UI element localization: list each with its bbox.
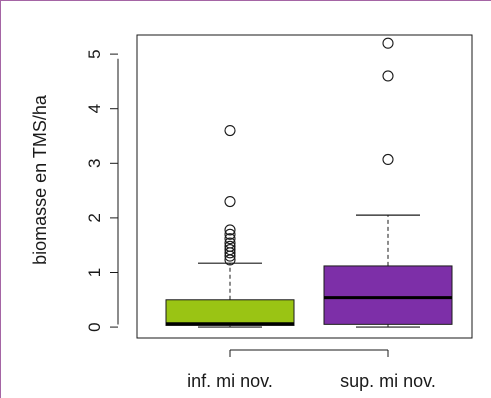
outlier-point xyxy=(382,70,394,82)
outlier-point xyxy=(224,195,236,208)
outlier-point xyxy=(382,37,394,49)
box-group xyxy=(323,37,453,328)
outlier-point xyxy=(224,228,236,240)
y-tick-label: 1 xyxy=(85,268,104,277)
y-tick-label: 5 xyxy=(85,49,104,58)
outlier-point xyxy=(224,244,236,256)
y-tick-label: 0 xyxy=(85,322,104,331)
y-tick-label: 2 xyxy=(85,213,104,222)
outlier-point xyxy=(224,224,236,236)
y-tick-label: 3 xyxy=(85,159,104,168)
y-axis-label: biomasse en TMS/ha xyxy=(30,94,50,265)
outlier-point xyxy=(224,240,236,252)
outlier-point xyxy=(224,233,236,245)
y-tick-label: 4 xyxy=(85,104,104,113)
box-iqr xyxy=(323,265,453,325)
outlier-point xyxy=(224,237,236,249)
plot-area-border xyxy=(136,34,473,339)
box-group xyxy=(165,124,295,328)
outlier-point xyxy=(382,153,394,166)
x-tick-label: inf. mi nov. xyxy=(187,371,273,391)
outlier-point xyxy=(224,124,236,137)
box-iqr xyxy=(165,299,295,326)
x-tick-label: sup. mi nov. xyxy=(340,371,436,391)
